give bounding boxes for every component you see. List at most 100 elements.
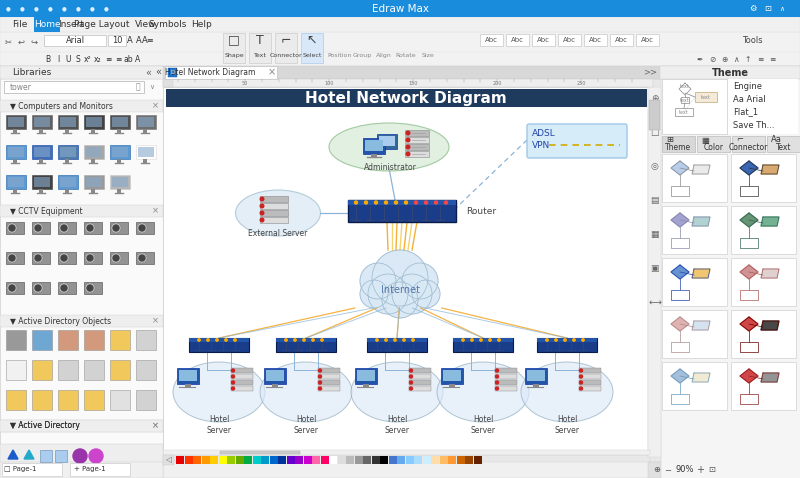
Bar bbox=[84, 390, 104, 410]
Circle shape bbox=[113, 255, 119, 261]
Circle shape bbox=[318, 369, 322, 372]
Bar bbox=[448, 456, 456, 464]
Text: ●: ● bbox=[20, 6, 24, 11]
Text: 150: 150 bbox=[409, 80, 418, 86]
Circle shape bbox=[406, 131, 410, 135]
Text: Arial: Arial bbox=[66, 36, 85, 45]
Text: ⊡: ⊡ bbox=[765, 4, 771, 13]
Bar bbox=[0, 205, 163, 217]
Text: ▼ CCTV Equipment: ▼ CCTV Equipment bbox=[10, 206, 82, 216]
Circle shape bbox=[579, 381, 582, 384]
Text: «: « bbox=[145, 67, 151, 77]
Circle shape bbox=[111, 253, 121, 263]
Polygon shape bbox=[692, 165, 710, 174]
Circle shape bbox=[137, 253, 147, 263]
Bar bbox=[39, 159, 43, 163]
Polygon shape bbox=[671, 317, 689, 331]
Text: text: text bbox=[680, 98, 690, 102]
Bar bbox=[363, 456, 371, 464]
Bar bbox=[58, 175, 78, 189]
Bar bbox=[86, 117, 102, 127]
Text: ab: ab bbox=[123, 54, 133, 64]
Text: ×: × bbox=[151, 101, 158, 110]
Bar bbox=[405, 137, 429, 143]
Circle shape bbox=[480, 339, 482, 341]
Text: 90%: 90% bbox=[676, 466, 694, 475]
Bar bbox=[495, 380, 517, 385]
Text: U: U bbox=[66, 54, 70, 64]
Text: ◎: ◎ bbox=[650, 162, 658, 171]
Circle shape bbox=[412, 339, 414, 341]
Bar bbox=[266, 370, 284, 381]
Circle shape bbox=[260, 211, 264, 215]
Bar bbox=[409, 374, 431, 379]
Text: ↪: ↪ bbox=[30, 37, 38, 46]
Circle shape bbox=[368, 274, 408, 314]
Bar bbox=[163, 79, 173, 87]
Bar bbox=[695, 92, 717, 102]
Bar bbox=[84, 360, 104, 380]
Text: Libraries: Libraries bbox=[12, 68, 51, 77]
Circle shape bbox=[579, 369, 582, 372]
Text: text: text bbox=[680, 84, 690, 88]
Bar bbox=[397, 456, 405, 464]
Text: ↑: ↑ bbox=[745, 54, 751, 64]
Bar bbox=[671, 342, 689, 352]
Bar bbox=[110, 390, 130, 410]
Bar bbox=[86, 147, 102, 157]
Text: ◁: ◁ bbox=[166, 456, 171, 465]
Text: Text: Text bbox=[776, 143, 791, 152]
Bar bbox=[0, 444, 163, 466]
Text: 50: 50 bbox=[242, 80, 248, 86]
Bar bbox=[65, 129, 69, 133]
Text: Home: Home bbox=[34, 20, 60, 29]
Circle shape bbox=[9, 255, 15, 261]
Bar bbox=[13, 129, 17, 133]
Bar bbox=[34, 147, 50, 157]
Ellipse shape bbox=[437, 362, 529, 422]
Text: Color: Color bbox=[703, 143, 723, 152]
Bar bbox=[163, 455, 174, 465]
Bar bbox=[32, 390, 52, 410]
Text: ▼ Computers and Monitors: ▼ Computers and Monitors bbox=[10, 101, 113, 110]
Text: ▼ Active Directory Objects: ▼ Active Directory Objects bbox=[10, 316, 111, 326]
Circle shape bbox=[260, 204, 264, 208]
Circle shape bbox=[405, 201, 407, 204]
Bar bbox=[110, 175, 130, 189]
Bar bbox=[91, 129, 95, 133]
Bar bbox=[260, 203, 288, 209]
Text: ≡: ≡ bbox=[115, 54, 121, 64]
Text: Abc: Abc bbox=[614, 37, 627, 43]
Circle shape bbox=[59, 253, 69, 263]
Bar bbox=[84, 282, 102, 294]
Bar bbox=[58, 145, 78, 159]
Text: Shape: Shape bbox=[224, 53, 244, 57]
Circle shape bbox=[139, 255, 145, 261]
Bar bbox=[143, 159, 147, 163]
Bar bbox=[465, 456, 473, 464]
Bar bbox=[671, 238, 689, 248]
Bar bbox=[32, 282, 50, 294]
Bar bbox=[163, 462, 650, 478]
Circle shape bbox=[410, 375, 413, 378]
Bar bbox=[414, 456, 422, 464]
Bar bbox=[189, 338, 249, 352]
Text: Symbols: Symbols bbox=[149, 20, 187, 29]
Text: ⊕: ⊕ bbox=[82, 37, 90, 46]
Circle shape bbox=[302, 339, 306, 341]
Bar bbox=[8, 147, 24, 157]
Circle shape bbox=[394, 339, 396, 341]
Circle shape bbox=[434, 201, 438, 204]
Bar bbox=[409, 386, 431, 391]
Bar bbox=[84, 115, 104, 129]
Text: ADSL: ADSL bbox=[532, 129, 556, 138]
Bar bbox=[177, 368, 199, 384]
Circle shape bbox=[564, 339, 566, 341]
Circle shape bbox=[495, 375, 498, 378]
Text: Page Layout: Page Layout bbox=[74, 20, 130, 29]
Bar bbox=[405, 144, 429, 150]
Bar bbox=[409, 368, 431, 373]
Polygon shape bbox=[740, 317, 758, 331]
Bar bbox=[91, 159, 95, 163]
Bar bbox=[65, 189, 69, 193]
